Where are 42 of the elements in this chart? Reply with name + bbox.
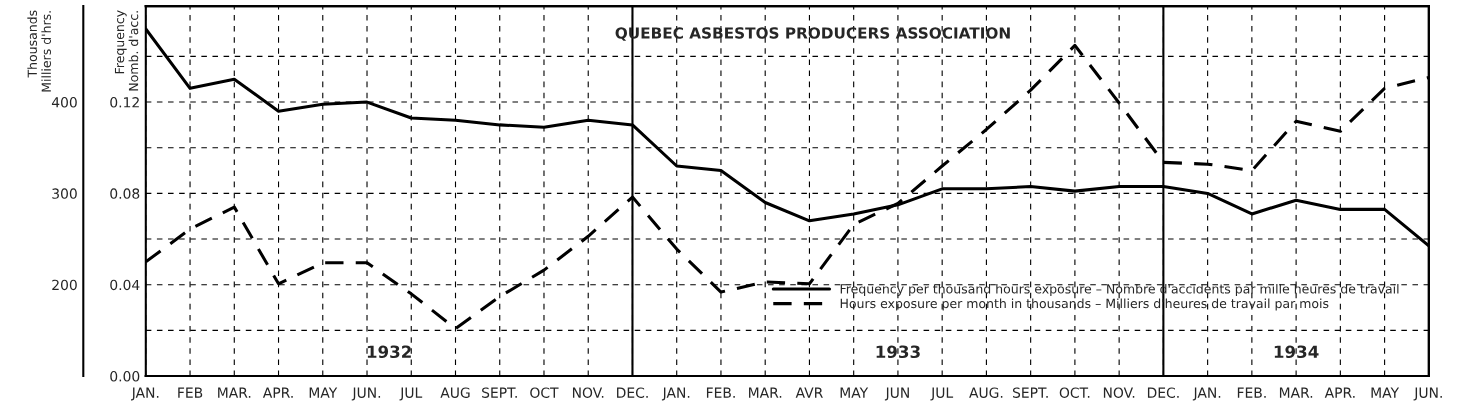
y-axis-title: Frequency Nomb. d'acc. — [114, 10, 139, 91]
x-tick-label: AUG. — [969, 387, 1003, 398]
x-tick-label: FEB. — [706, 387, 735, 398]
x-tick-label: NOV. — [1103, 387, 1135, 398]
x-tick-label: AVR — [795, 387, 823, 398]
x-tick-label: OCT. — [1059, 387, 1090, 398]
y2-tick-label: 400 — [51, 97, 77, 108]
x-tick-label: FEB. — [1237, 387, 1266, 398]
x-tick-label: JAN. — [1192, 387, 1221, 401]
x-tick-label: MAY — [1371, 387, 1400, 398]
y-tick-label: 0.00 — [110, 371, 140, 382]
y2-axis-title: Thousands Milliers d'hrs. — [27, 10, 51, 92]
x-tick-label: JUN — [884, 387, 909, 401]
x-tick-label: APR. — [1324, 387, 1355, 398]
x-tick-label: MAR. — [1279, 387, 1313, 398]
x-tick-label: APR. — [262, 387, 293, 398]
annotation: 1934 — [1274, 345, 1319, 359]
x-tick-label: JUL — [930, 387, 954, 401]
x-tick-label: DEC. — [1147, 387, 1179, 398]
x-tick-label: SEPT. — [482, 387, 517, 398]
x-tick-label: MAR. — [218, 387, 251, 398]
y-tick-label: 0.08 — [110, 188, 140, 199]
x-tick-label: FEB — [178, 387, 203, 398]
y2-tick-label: 200 — [52, 279, 77, 291]
x-tick-label: JUL — [399, 387, 423, 401]
x-tick-label: JAN. — [661, 387, 690, 401]
x-tick-label: AUG — [440, 387, 470, 398]
annotation: 1933 — [876, 345, 920, 359]
annotation: 1932 — [367, 345, 411, 359]
x-tick-label: MAY — [840, 387, 869, 398]
x-tick-label: MAR. — [749, 387, 782, 398]
y2-tick-label: 300 — [52, 188, 77, 199]
x-tick-label: JUN. — [351, 387, 381, 401]
x-tick-label: JAN. — [131, 387, 159, 401]
x-tick-label: SEPT. — [1012, 387, 1048, 398]
x-tick-label: MAY — [309, 387, 338, 398]
x-tick-label: OCT — [530, 387, 559, 398]
x-tick-label: DEC. — [617, 387, 648, 398]
x-tick-label: NOV. — [572, 387, 604, 398]
x-tick-label: JUN. — [1413, 387, 1442, 401]
y-tick-label: 0.04 — [110, 279, 140, 291]
y-tick-label: 0.12 — [110, 97, 139, 108]
